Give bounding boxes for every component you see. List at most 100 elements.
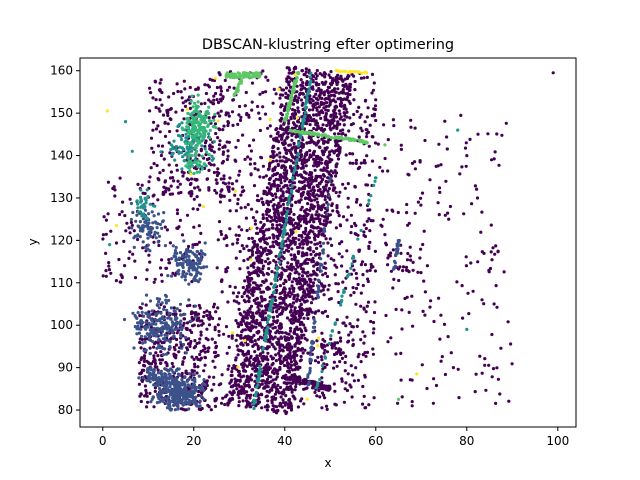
data-point-noise (242, 369, 246, 373)
data-point-noise (234, 145, 238, 149)
data-point-noise (368, 208, 372, 212)
data-point-noise (251, 216, 255, 220)
data-point-noise (494, 284, 498, 288)
data-point-noise (372, 396, 376, 400)
data-point-noise (316, 156, 320, 160)
data-point-noise (235, 300, 239, 304)
data-point-noise (287, 149, 291, 153)
data-point-noise (280, 103, 284, 108)
data-point-noise (104, 232, 108, 236)
data-point-noise (217, 333, 221, 337)
data-point-noise (244, 216, 248, 220)
data-point-noise (175, 208, 179, 212)
data-point-noise (281, 202, 285, 206)
data-point-noise (263, 304, 267, 308)
data-point-noise (336, 282, 340, 286)
data-point-noise (290, 204, 294, 208)
data-point-noise (241, 285, 245, 290)
data-point-noise (281, 142, 286, 147)
data-point-c1 (175, 307, 179, 311)
data-point-c1 (157, 337, 161, 342)
data-point-c1 (194, 261, 198, 265)
data-point-noise (219, 195, 223, 199)
data-point-noise (178, 182, 182, 186)
data-point-noise (150, 146, 154, 150)
data-point-noise (255, 311, 259, 315)
data-point-noise (413, 160, 417, 164)
data-point-noise (227, 334, 231, 338)
data-point-noise (318, 206, 322, 210)
data-point-c1 (148, 335, 152, 339)
data-point-noise (413, 167, 417, 171)
data-point-noise (197, 240, 202, 244)
data-point-c1 (193, 274, 198, 278)
data-point-noise (125, 221, 129, 225)
data-point-c1 (178, 313, 183, 317)
data-point-noise (277, 331, 281, 335)
data-point-noise (352, 379, 356, 383)
data-point-noise (207, 323, 212, 327)
data-point-c1 (161, 389, 166, 393)
data-point-noise (269, 134, 273, 138)
data-point-noise (278, 296, 282, 300)
data-point-c1 (187, 298, 191, 302)
data-point-noise (270, 401, 274, 405)
data-point-noise (301, 267, 305, 271)
data-point-noise (171, 365, 175, 369)
data-point-noise (386, 340, 390, 344)
data-point-noise (362, 230, 366, 234)
data-point-noise (440, 355, 444, 359)
data-point-noise (192, 225, 196, 229)
data-point-noise (348, 322, 352, 326)
data-point-noise (371, 88, 375, 92)
data-point-noise (290, 138, 294, 142)
data-point-c1 (131, 210, 135, 215)
data-point-noise (237, 400, 241, 404)
data-point-noise (275, 375, 279, 379)
data-point-noise (267, 267, 271, 271)
data-point-noise (236, 197, 240, 201)
data-point-noise (313, 359, 318, 363)
data-point-c1 (146, 236, 150, 240)
data-point-noise (236, 325, 241, 329)
data-point-c1 (193, 377, 197, 382)
data-point-noise (181, 101, 185, 105)
data-point-noise (272, 319, 276, 323)
data-point-noise (408, 245, 412, 249)
data-point-noise (300, 347, 304, 351)
data-point-c1 (175, 257, 179, 262)
data-point-c1 (147, 221, 151, 225)
data-point-noise (355, 324, 359, 328)
data-point-noise (168, 241, 172, 245)
data-point-noise (261, 164, 265, 168)
data-point-c1 (184, 272, 189, 276)
data-point-noise (286, 135, 290, 139)
data-point-c1 (178, 340, 183, 344)
data-point-noise (351, 338, 355, 342)
data-point-noise (328, 386, 332, 390)
data-point-noise (291, 223, 295, 227)
data-point-noise (292, 277, 296, 281)
data-point-noise (464, 141, 468, 145)
data-point-noise (282, 155, 286, 159)
data-point-noise (296, 223, 300, 227)
data-point-c1 (161, 219, 165, 223)
data-point-noise (118, 212, 122, 217)
data-point-noise (238, 267, 242, 271)
data-point-noise (281, 349, 285, 353)
data-point-c1 (140, 334, 144, 338)
data-point-noise (123, 214, 127, 218)
data-point-noise (315, 394, 319, 398)
chart-title: DBSCAN-klustring efter optimering (202, 37, 454, 53)
data-point-noise (282, 388, 286, 392)
data-point-noise (387, 253, 391, 257)
data-point-c1 (179, 335, 183, 339)
data-point-c1 (193, 304, 197, 308)
data-point-c1 (148, 249, 152, 253)
data-point-noise (321, 338, 325, 342)
data-point-noise (166, 113, 170, 118)
data-point-noise (368, 240, 372, 244)
data-point-noise (291, 155, 295, 159)
data-point-noise (292, 311, 296, 315)
data-point-noise (419, 203, 423, 207)
